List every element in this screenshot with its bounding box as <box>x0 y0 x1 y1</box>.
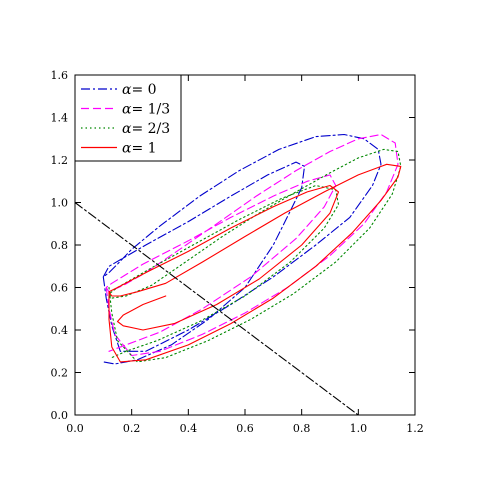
series-line-alpha-1 <box>108 163 402 363</box>
legend: α= 0 α= 1/3 α= 2/3 α= 1 <box>74 74 182 162</box>
y-tick-label: 0.8 <box>51 239 69 252</box>
y-tick-label: 0.4 <box>51 324 69 337</box>
y-tick-label: 1.0 <box>51 197 69 210</box>
legend-box <box>74 74 182 162</box>
x-tick-label: 0.2 <box>123 422 141 435</box>
reference-line <box>75 201 359 415</box>
legend-label: α= 1 <box>122 141 157 157</box>
x-tick-label: 0.8 <box>293 422 311 435</box>
y-tick-label: 1.2 <box>51 154 69 167</box>
legend-label: α= 2/3 <box>122 121 170 137</box>
x-tick-label: 1.0 <box>350 422 368 435</box>
series-group <box>75 133 402 415</box>
y-tick-label: 0.2 <box>51 367 69 380</box>
series-line-alpha-0 <box>102 133 382 365</box>
x-tick-label: 1.2 <box>406 422 424 435</box>
series-line-alpha-2-3 <box>108 148 402 363</box>
legend-label: α= 0 <box>122 82 157 98</box>
y-tick-label: 0.0 <box>51 409 69 422</box>
y-tick-label: 1.6 <box>51 69 69 82</box>
y-tick-label: 0.6 <box>51 282 69 295</box>
y-tick-label: 1.4 <box>51 112 69 125</box>
x-tick-label: 0.6 <box>236 422 254 435</box>
x-tick-label: 0.4 <box>180 422 198 435</box>
series-line-alpha-1-3 <box>105 133 399 357</box>
legend-label: α= 1/3 <box>122 102 170 118</box>
x-tick-label: 0.0 <box>66 422 84 435</box>
